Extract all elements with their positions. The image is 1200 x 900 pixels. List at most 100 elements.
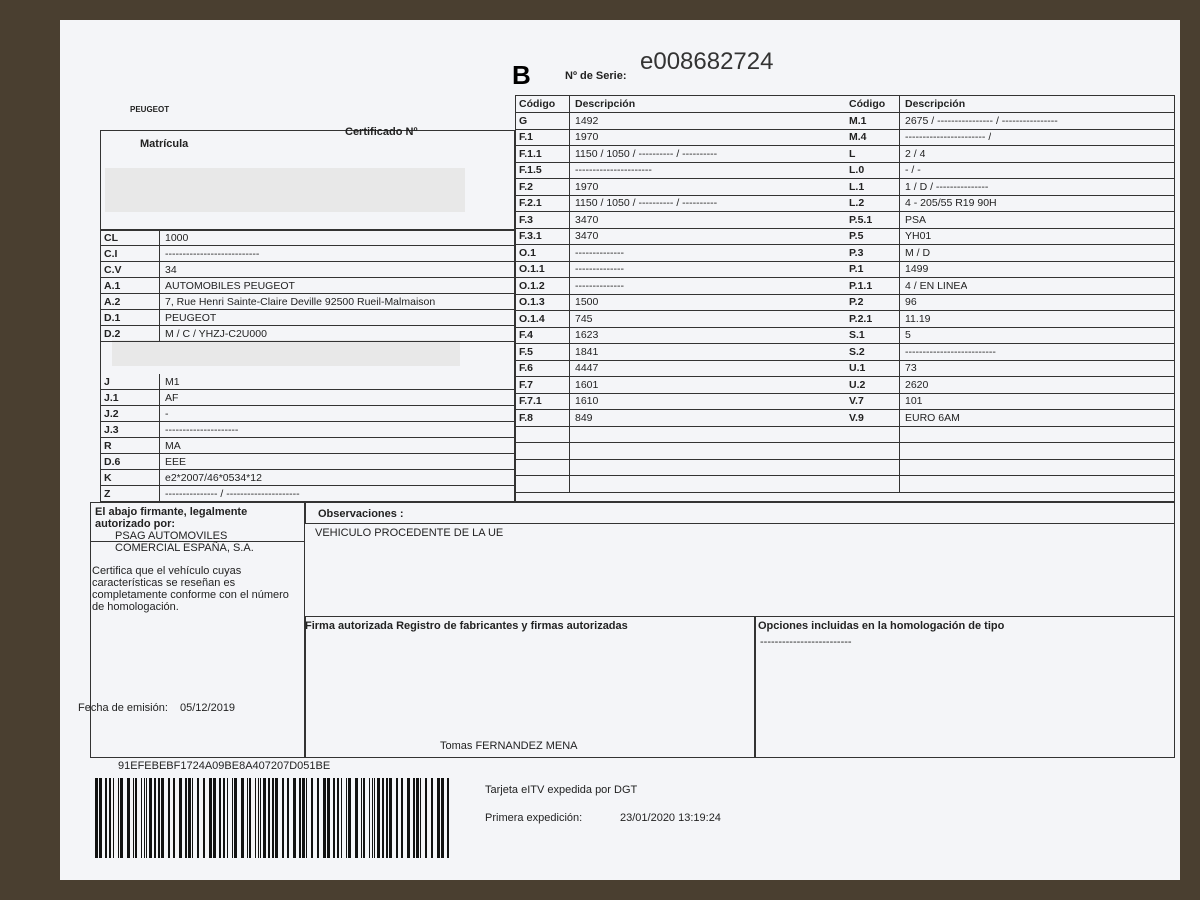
table-row: F.3 3470 [515,212,845,229]
row-code: G [515,113,570,129]
barcode-bar [120,778,123,858]
row-value: 1499 [905,263,929,276]
table-row: F.5 1841 [515,344,845,361]
issuer: Tarjeta eITV expedida por DGT [485,784,638,796]
barcode-bar [413,778,415,858]
row-value: e2*2007/46*0534*12 [165,471,262,484]
barcode-bar [299,778,301,858]
row-value: M / C / YHZJ-C2U000 [165,327,267,340]
barcode-bar [386,778,388,858]
row-value: 73 [905,362,917,375]
header-desc: Descripción [575,97,636,110]
row-value: 96 [905,296,917,309]
barcode [95,778,449,858]
barcode-bar [154,778,156,858]
barcode-bar [109,778,111,858]
barcode-bar [118,778,119,858]
row-value: 34 [165,263,177,276]
signatory-statement: Certifica que el vehículo cuyas caracter… [92,565,289,613]
row-code: C.I [100,246,160,261]
row-value: 1841 [575,345,599,358]
row-value: 1970 [575,180,599,193]
barcode-bar [447,778,449,858]
row-value: --------------------------- [165,247,260,260]
row-code: F.8 [515,410,570,426]
date-label: Fecha de emisión: [78,702,168,714]
row-value: - [165,407,169,420]
row-value: -------------- [575,279,624,292]
row-code: M.4 [845,129,900,145]
row-code: F.4 [515,327,570,343]
table-row: M.1 2675 / ---------------- / -----------… [845,113,1175,130]
table-row: R MA [100,438,515,454]
barcode-bar [363,778,365,858]
table-row: D.1 PEUGEOT [100,310,515,326]
table-row: F.2 1970 [515,179,845,196]
row-value: ---------------------- [575,164,652,177]
first-issue: 23/01/2020 13:19:24 [620,812,721,824]
row-code [845,426,900,442]
row-value: EURO 6AM [905,411,960,424]
row-code: J.1 [100,390,160,405]
row-code: V.7 [845,393,900,409]
table-row: J.3 --------------------- [100,422,515,438]
table-row: CL 1000 [100,230,515,246]
table-row: C.I --------------------------- [100,246,515,262]
row-value: 101 [905,395,923,408]
row-value: YH01 [905,230,932,243]
row-code: O.1.3 [515,294,570,310]
row-code: J.2 [100,406,160,421]
row-code: F.1.5 [515,162,570,178]
signatory-label: El abajo firmante, legalmente autorizado… [95,506,248,530]
row-value: - / - [905,164,921,177]
row-value: 5 [905,329,911,342]
row-code: L.0 [845,162,900,178]
table-row: F.8 849 [515,410,845,427]
table-row: U.1 73 [845,360,1175,377]
row-value: -------------- [575,263,624,276]
barcode-bar [133,778,134,858]
row-value: 4 - 205/55 R19 90H [905,197,997,210]
barcode-bar [302,778,305,858]
row-code: P.1.1 [845,278,900,294]
barcode-bar [223,778,225,858]
row-value: 2 / 4 [905,147,926,160]
row-code: F.1 [515,129,570,145]
row-code: CL [100,230,160,245]
barcode-bar [341,778,342,858]
table-row: F.4 1623 [515,327,845,344]
serial-label: Nº de Serie: [565,70,627,82]
row-code: L [845,146,900,162]
row-code: L.2 [845,195,900,211]
barcode-bar [249,778,251,858]
row-value: 3470 [575,230,599,243]
table-row: F.7.1 1610 [515,393,845,410]
barcode-bar [333,778,335,858]
barcode-bar [355,778,358,858]
row-value: 1970 [575,131,599,144]
barcode-bar [268,778,270,858]
row-code: F.5 [515,344,570,360]
row-code: S.2 [845,344,900,360]
barcode-bar [407,778,410,858]
signatory-head [90,502,305,542]
table-row: P.5.1 PSA [845,212,1175,229]
row-value: 1623 [575,329,599,342]
row-value: PSA [905,213,927,226]
row-value: 11.19 [905,312,931,325]
row-code: A.1 [100,278,160,293]
row-value: MA [165,439,181,452]
row-value: 849 [575,411,593,424]
barcode-bar [275,778,278,858]
row-code: K [100,470,160,485]
empty-row [845,459,1175,476]
table-row: F.1.1 1150 / 1050 / ---------- / --------… [515,146,845,163]
row-code: Z [100,486,160,501]
table-row: P.1 1499 [845,261,1175,278]
barcode-bar [95,778,98,858]
row-code: F.1.1 [515,146,570,162]
table-row: M.4 ----------------------- / [845,129,1175,146]
barcode-bar [141,778,142,858]
